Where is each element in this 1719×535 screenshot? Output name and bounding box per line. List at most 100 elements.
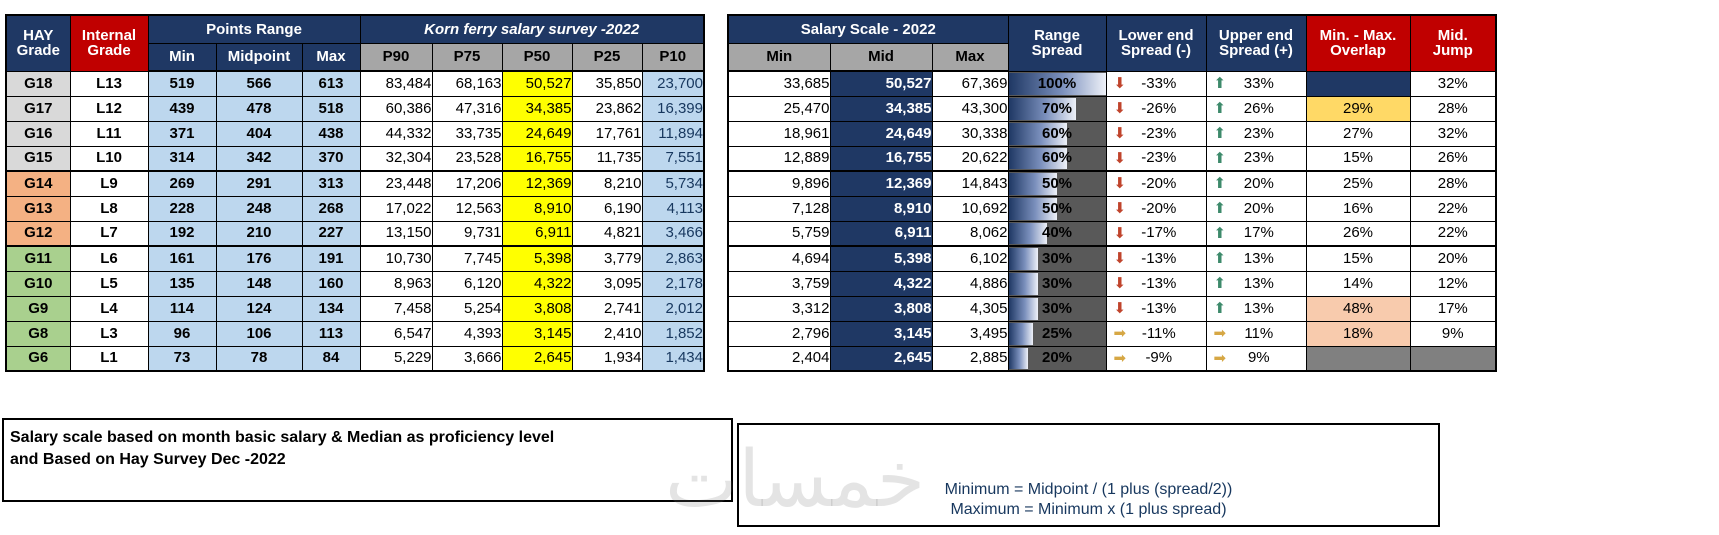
- cell-lower-end-spread[interactable]: ⬇ -13%: [1105, 270, 1207, 297]
- header-internal-grade[interactable]: Internal Grade: [69, 14, 149, 72]
- header-p90[interactable]: P90: [359, 43, 433, 72]
- cell-salary-min[interactable]: 3,312: [727, 295, 831, 322]
- cell-internal-grade[interactable]: L3: [69, 320, 149, 347]
- cell-upper-end-spread[interactable]: ⬆ 13%: [1205, 270, 1307, 297]
- cell-p50[interactable]: 8,910: [501, 195, 573, 222]
- cell-p50[interactable]: 2,645: [501, 345, 573, 372]
- header-salary-mid[interactable]: Mid: [829, 43, 933, 72]
- header-points-midpoint[interactable]: Midpoint: [215, 43, 303, 72]
- cell-p10[interactable]: 11,894: [641, 120, 705, 147]
- cell-points-max[interactable]: 438: [301, 120, 361, 147]
- cell-range-spread[interactable]: 30%: [1007, 270, 1107, 297]
- cell-range-spread[interactable]: 25%: [1007, 320, 1107, 347]
- cell-p10[interactable]: 2,178: [641, 270, 705, 297]
- cell-points-midpoint[interactable]: 148: [215, 270, 303, 297]
- cell-range-spread[interactable]: 100%: [1007, 70, 1107, 97]
- cell-internal-grade[interactable]: L8: [69, 195, 149, 222]
- cell-p50[interactable]: 34,385: [501, 95, 573, 122]
- cell-hay-grade[interactable]: G13: [5, 195, 71, 222]
- cell-p25[interactable]: 3,779: [571, 245, 643, 272]
- cell-lower-end-spread[interactable]: ⬇ -20%: [1105, 170, 1207, 197]
- cell-lower-end-spread[interactable]: ⬇ -17%: [1105, 220, 1207, 247]
- cell-mid-jump[interactable]: 12%: [1409, 270, 1497, 297]
- cell-hay-grade[interactable]: G15: [5, 145, 71, 172]
- cell-lower-end-spread[interactable]: ⬇ -26%: [1105, 95, 1207, 122]
- cell-salary-max[interactable]: 10,692: [931, 195, 1009, 222]
- cell-points-midpoint[interactable]: 78: [215, 345, 303, 372]
- cell-p10[interactable]: 23,700: [641, 70, 705, 97]
- cell-salary-mid[interactable]: 3,808: [829, 295, 933, 322]
- cell-p75[interactable]: 7,745: [431, 245, 503, 272]
- cell-mid-jump[interactable]: 9%: [1409, 320, 1497, 347]
- cell-range-spread[interactable]: 50%: [1007, 170, 1107, 197]
- cell-points-max[interactable]: 268: [301, 195, 361, 222]
- cell-salary-mid[interactable]: 50,527: [829, 70, 933, 97]
- cell-points-max[interactable]: 160: [301, 270, 361, 297]
- cell-range-spread[interactable]: 60%: [1007, 145, 1107, 172]
- cell-internal-grade[interactable]: L5: [69, 270, 149, 297]
- cell-mid-jump[interactable]: 20%: [1409, 245, 1497, 272]
- cell-lower-end-spread[interactable]: ⬇ -13%: [1105, 295, 1207, 322]
- cell-points-midpoint[interactable]: 176: [215, 245, 303, 272]
- header-points-range[interactable]: Points Range: [147, 14, 361, 44]
- cell-salary-min[interactable]: 9,896: [727, 170, 831, 197]
- cell-p75[interactable]: 68,163: [431, 70, 503, 97]
- cell-salary-min[interactable]: 33,685: [727, 70, 831, 97]
- cell-p50[interactable]: 12,369: [501, 170, 573, 197]
- cell-p25[interactable]: 23,862: [571, 95, 643, 122]
- cell-points-max[interactable]: 370: [301, 145, 361, 172]
- cell-points-min[interactable]: 192: [147, 220, 217, 247]
- cell-salary-max[interactable]: 2,885: [931, 345, 1009, 372]
- cell-p10[interactable]: 5,734: [641, 170, 705, 197]
- cell-p90[interactable]: 13,150: [359, 220, 433, 247]
- cell-points-midpoint[interactable]: 566: [215, 70, 303, 97]
- cell-p75[interactable]: 9,731: [431, 220, 503, 247]
- cell-p90[interactable]: 44,332: [359, 120, 433, 147]
- cell-p25[interactable]: 1,934: [571, 345, 643, 372]
- cell-min-max-overlap[interactable]: 27%: [1305, 120, 1411, 147]
- cell-internal-grade[interactable]: L12: [69, 95, 149, 122]
- cell-min-max-overlap[interactable]: 26%: [1305, 220, 1411, 247]
- cell-upper-end-spread[interactable]: ⬆ 33%: [1205, 70, 1307, 97]
- cell-p90[interactable]: 23,448: [359, 170, 433, 197]
- cell-salary-mid[interactable]: 34,385: [829, 95, 933, 122]
- cell-upper-end-spread[interactable]: ⬆ 13%: [1205, 245, 1307, 272]
- cell-min-max-overlap[interactable]: [1305, 345, 1411, 372]
- cell-p25[interactable]: 3,095: [571, 270, 643, 297]
- cell-internal-grade[interactable]: L1: [69, 345, 149, 372]
- cell-range-spread[interactable]: 60%: [1007, 120, 1107, 147]
- cell-upper-end-spread[interactable]: ⬆ 26%: [1205, 95, 1307, 122]
- cell-p50[interactable]: 24,649: [501, 120, 573, 147]
- cell-salary-mid[interactable]: 24,649: [829, 120, 933, 147]
- cell-p10[interactable]: 2,012: [641, 295, 705, 322]
- cell-range-spread[interactable]: 40%: [1007, 220, 1107, 247]
- cell-p10[interactable]: 7,551: [641, 145, 705, 172]
- header-hay-grade[interactable]: HAY Grade: [5, 14, 71, 72]
- header-salary-min[interactable]: Min: [727, 43, 831, 72]
- header-korn-ferry-survey[interactable]: Korn ferry salary survey -2022: [359, 14, 705, 44]
- header-points-max[interactable]: Max: [301, 43, 361, 72]
- cell-mid-jump[interactable]: 28%: [1409, 95, 1497, 122]
- cell-min-max-overlap[interactable]: 15%: [1305, 245, 1411, 272]
- cell-points-max[interactable]: 227: [301, 220, 361, 247]
- cell-salary-max[interactable]: 20,622: [931, 145, 1009, 172]
- cell-internal-grade[interactable]: L6: [69, 245, 149, 272]
- cell-lower-end-spread[interactable]: ⬇ -23%: [1105, 120, 1207, 147]
- cell-p75[interactable]: 5,254: [431, 295, 503, 322]
- cell-internal-grade[interactable]: L10: [69, 145, 149, 172]
- cell-points-midpoint[interactable]: 404: [215, 120, 303, 147]
- cell-points-max[interactable]: 134: [301, 295, 361, 322]
- cell-salary-min[interactable]: 18,961: [727, 120, 831, 147]
- cell-salary-max[interactable]: 30,338: [931, 120, 1009, 147]
- cell-hay-grade[interactable]: G14: [5, 170, 71, 197]
- cell-mid-jump[interactable]: 17%: [1409, 295, 1497, 322]
- cell-mid-jump[interactable]: 22%: [1409, 195, 1497, 222]
- cell-p90[interactable]: 60,386: [359, 95, 433, 122]
- cell-min-max-overlap[interactable]: 18%: [1305, 320, 1411, 347]
- cell-salary-min[interactable]: 4,694: [727, 245, 831, 272]
- cell-lower-end-spread[interactable]: ➡ -9%: [1105, 345, 1207, 372]
- cell-hay-grade[interactable]: G18: [5, 70, 71, 97]
- cell-p10[interactable]: 4,113: [641, 195, 705, 222]
- cell-p10[interactable]: 16,399: [641, 95, 705, 122]
- header-salary-scale[interactable]: Salary Scale - 2022: [727, 14, 1009, 44]
